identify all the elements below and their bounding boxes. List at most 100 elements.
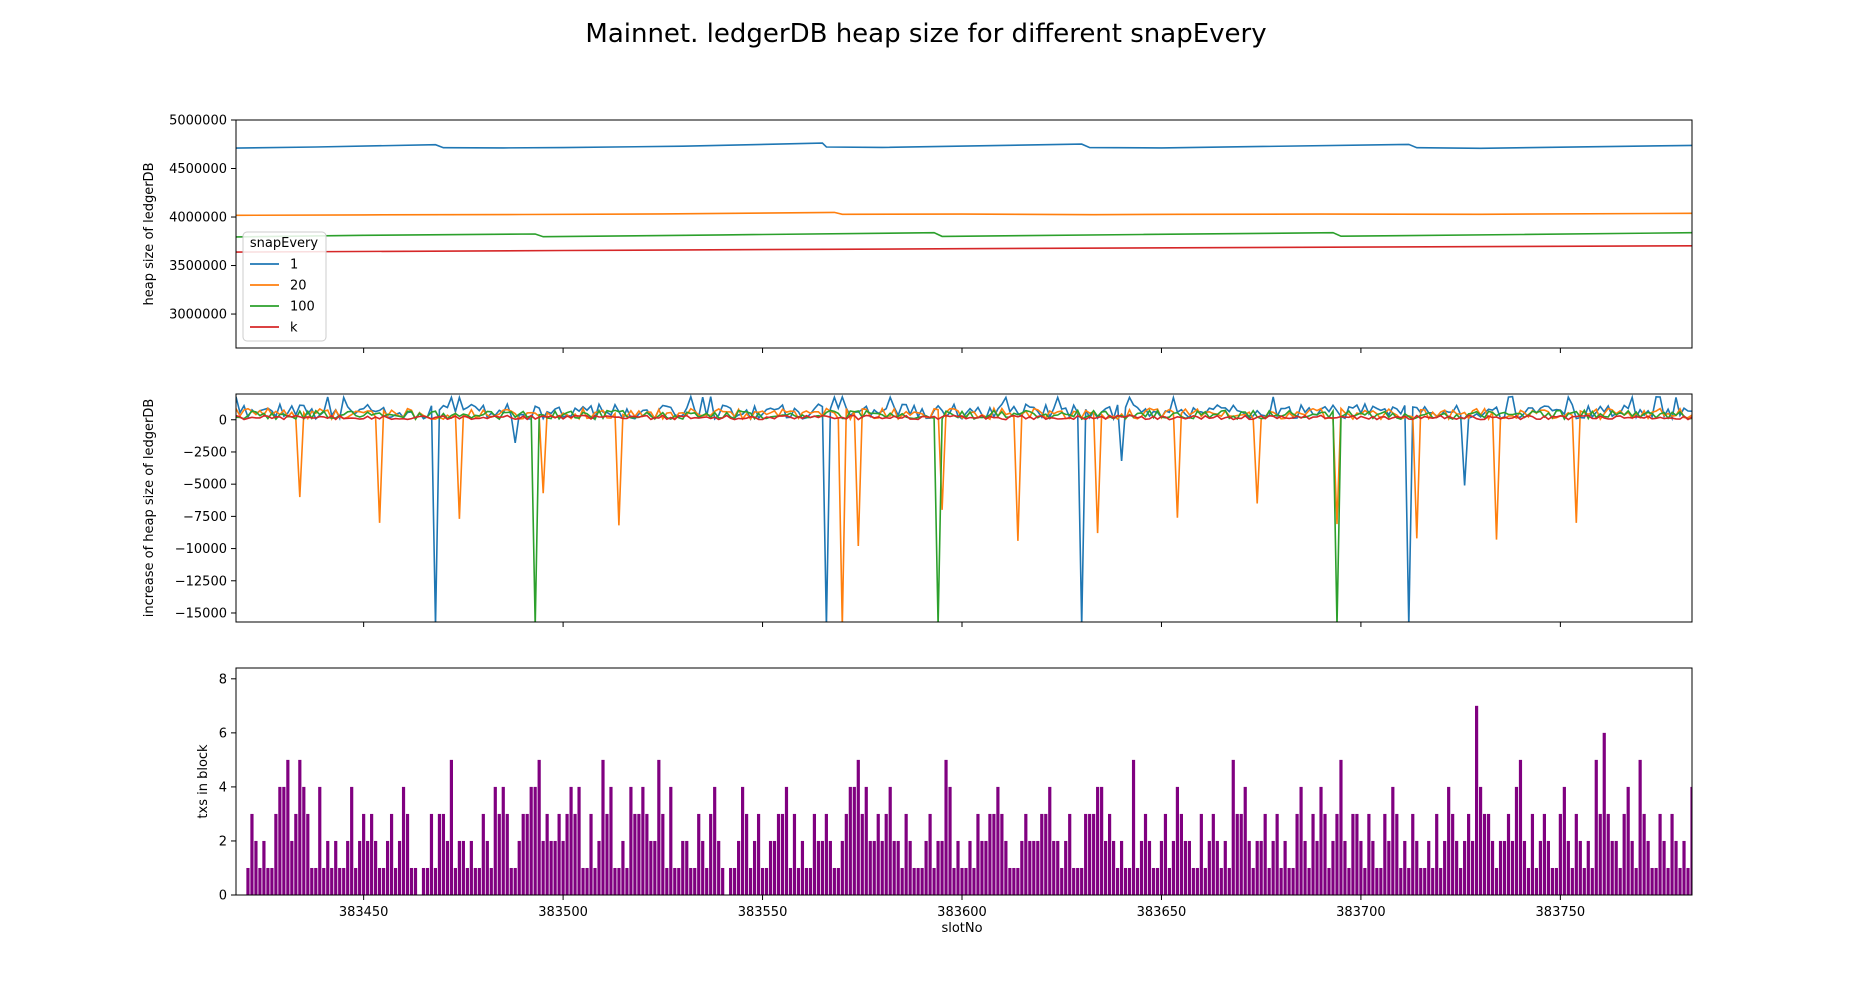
bar xyxy=(1626,786,1630,895)
x-tick-label: 383750 xyxy=(1536,905,1586,920)
bar xyxy=(461,840,465,895)
bar xyxy=(613,867,617,895)
bar xyxy=(322,867,326,895)
bar xyxy=(1706,814,1709,895)
legend-label-100: 100 xyxy=(290,300,315,315)
bar xyxy=(306,813,310,895)
bar xyxy=(1139,840,1144,895)
bar xyxy=(1363,867,1367,895)
bar xyxy=(748,867,753,895)
bar xyxy=(629,786,633,895)
bar xyxy=(425,867,430,895)
bar xyxy=(1076,867,1080,895)
bar xyxy=(1578,840,1582,895)
bar xyxy=(681,840,685,895)
bar xyxy=(561,840,565,895)
bar xyxy=(457,840,461,895)
bar xyxy=(884,813,888,895)
y-tick-label: 2 xyxy=(219,834,227,849)
bar xyxy=(768,840,773,895)
bar xyxy=(1618,867,1622,895)
bar xyxy=(310,867,314,895)
bar xyxy=(693,867,697,895)
bar xyxy=(366,840,370,895)
bar xyxy=(1307,867,1311,895)
bar xyxy=(449,759,453,895)
bar xyxy=(1730,814,1733,895)
bar xyxy=(1666,867,1670,895)
bar xyxy=(1351,813,1355,895)
bar xyxy=(1048,786,1052,895)
axes-frame xyxy=(235,667,1693,896)
bar xyxy=(916,867,920,895)
bar xyxy=(1219,867,1223,895)
y-tick-label: −2500 xyxy=(183,445,227,460)
bar xyxy=(780,813,785,895)
bar xyxy=(409,867,414,895)
bar xyxy=(1694,814,1697,895)
bar xyxy=(1678,867,1682,895)
x-tick-label: 383550 xyxy=(738,905,788,920)
bar xyxy=(940,840,944,895)
bar xyxy=(1151,867,1156,895)
axes-frame xyxy=(235,393,1693,623)
bar xyxy=(824,813,828,895)
bar xyxy=(1060,867,1064,895)
bar xyxy=(473,867,477,895)
bar xyxy=(1251,867,1255,895)
bar xyxy=(1100,786,1104,895)
bar xyxy=(250,813,254,895)
bar xyxy=(1335,813,1339,895)
y-axis-label: txs in block xyxy=(196,744,211,819)
bar xyxy=(1486,813,1491,895)
legend-label-20: 20 xyxy=(290,279,307,294)
bar xyxy=(956,840,960,895)
bar xyxy=(1482,813,1487,895)
bar xyxy=(1004,840,1008,895)
heap-size-panel: 3000000 3500000 4000000 4500000 5000000 heap … xyxy=(142,114,1693,353)
bar xyxy=(828,840,832,895)
bar xyxy=(709,813,713,895)
bar xyxy=(1347,867,1351,895)
bar xyxy=(1419,867,1423,895)
bar xyxy=(1702,841,1705,895)
bar xyxy=(609,786,613,895)
bar xyxy=(1554,867,1558,895)
bar xyxy=(1104,840,1108,895)
bar xyxy=(302,786,306,895)
series-line-20 xyxy=(236,406,1692,622)
bar xyxy=(1179,813,1183,895)
bar xyxy=(856,759,860,895)
bar xyxy=(1566,840,1570,895)
bar xyxy=(1327,867,1331,895)
series-line-20 xyxy=(236,211,1692,217)
bar xyxy=(501,786,505,895)
bar xyxy=(577,786,581,895)
x-tick-label: 383700 xyxy=(1336,905,1386,920)
legend-title: snapEvery xyxy=(250,236,318,251)
bar xyxy=(1522,840,1527,895)
y-tick-label: 4000000 xyxy=(169,211,227,226)
bar xyxy=(1518,759,1523,895)
bar xyxy=(330,867,334,895)
bar xyxy=(1710,787,1713,895)
bar xyxy=(944,759,948,895)
bar xyxy=(896,840,900,895)
bar xyxy=(1722,814,1725,895)
bar xyxy=(1459,867,1463,895)
bar xyxy=(617,867,621,895)
bar xyxy=(282,786,286,895)
bar xyxy=(557,813,561,895)
bar xyxy=(374,840,378,895)
bar xyxy=(1391,786,1395,895)
bar xyxy=(350,786,354,895)
bar xyxy=(1638,759,1642,895)
y-tick-label: −7500 xyxy=(183,510,227,525)
bar xyxy=(1367,813,1371,895)
bar xyxy=(1012,867,1016,895)
bar xyxy=(808,867,813,895)
bar xyxy=(1526,867,1531,895)
bar xyxy=(1279,867,1283,895)
bar xyxy=(840,840,844,895)
